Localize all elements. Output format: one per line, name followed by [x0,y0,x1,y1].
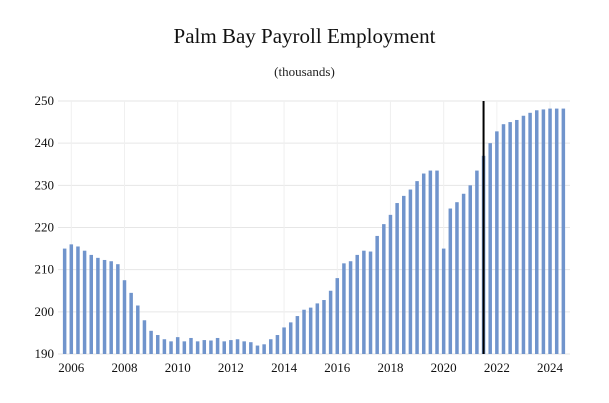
chart-grid [58,100,570,355]
chart-bar [129,292,133,354]
chart-bar [375,235,379,354]
chart-bar [448,208,453,354]
chart-bar [541,109,546,354]
y-tick-label: 190 [35,346,55,361]
chart-bar [282,327,286,354]
chart-bar [122,280,127,354]
chart-bar [96,257,100,354]
chart-bar [215,337,220,354]
chart-bar [415,181,419,354]
y-axis: 190 200 210 220 230 240 250 [35,93,55,361]
chart-bar [315,303,320,354]
chart-bar [335,278,340,354]
chart-bar [535,110,539,354]
chart-bar [195,341,200,354]
chart-bar [435,170,439,354]
chart-bar [388,214,393,354]
chart-bar [202,340,207,354]
chart-bar [428,170,433,354]
chart-bar [348,261,353,354]
chart-bar [515,119,519,354]
chart-bar [382,224,386,354]
chart-bar [62,248,67,354]
chart-bar [561,108,566,354]
chart-bar [488,143,492,354]
y-tick-label: 230 [35,177,55,192]
chart-bar [302,309,306,354]
chart-bar [142,320,147,354]
chart-bar [475,170,479,354]
chart-bar [295,316,300,354]
chart-bar [421,173,426,354]
chart-bar [402,195,406,354]
x-tick-label: 2018 [377,360,403,375]
chart-bar [275,335,280,354]
y-tick-label: 220 [35,220,55,235]
chart-bars [62,108,566,354]
chart-bar [461,193,466,354]
chart-bar [209,340,213,354]
chart-bar [102,259,107,354]
chart-bar [76,246,80,354]
chart-bar [189,337,193,354]
chart-bar [169,341,173,354]
chart-bar [242,341,246,354]
x-tick-label: 2014 [271,360,298,375]
chart-bar [116,264,120,354]
chart-bar [328,290,333,354]
chart-bar [355,254,359,354]
y-tick-label: 250 [35,93,55,108]
chart-bar [368,251,373,354]
chart-bar [235,339,240,354]
chart-bar [249,342,253,354]
chart-bar [308,307,313,354]
chart-bar [554,108,559,354]
chart-bar [455,202,459,354]
chart-bar [395,203,399,354]
chart-bar [262,344,266,354]
chart-bar [322,300,326,354]
x-tick-label: 2024 [537,360,564,375]
chart-bar [229,340,233,354]
chart-bar [269,339,273,354]
chart-bar [548,108,552,354]
chart-subtitle: (thousands) [274,64,335,79]
x-tick-label: 2022 [484,360,510,375]
y-tick-label: 210 [35,262,55,277]
y-tick-label: 200 [35,304,55,319]
chart-bar [362,250,366,354]
chart-bar [149,330,153,354]
chart-bar [255,345,260,354]
chart-bar [109,261,113,354]
chart-bar [182,341,187,354]
x-tick-label: 2006 [58,360,85,375]
chart-bar [222,341,226,354]
x-tick-label: 2008 [111,360,137,375]
chart-bar [521,115,526,354]
chart-bar [155,335,160,354]
chart-bar [441,248,446,354]
x-tick-label: 2010 [165,360,191,375]
chart-bar [136,305,140,354]
chart-bar [408,189,413,354]
chart-bar [175,337,180,354]
chart-bar [69,244,74,354]
chart-bar [468,185,473,354]
chart-bar [495,131,499,354]
x-axis: 2006 2008 2010 2012 2014 2016 2018 2020 2022 2024 [58,360,563,375]
x-tick-label: 2012 [218,360,244,375]
chart-bar [288,322,293,354]
chart-bar [162,339,167,354]
chart-bar [89,254,93,354]
x-tick-label: 2016 [324,360,351,375]
chart-bar [342,263,346,354]
chart-bar [501,124,506,354]
chart-bar [508,122,512,354]
chart-bar [82,250,87,354]
y-tick-label: 240 [35,135,55,150]
chart-bar [528,112,532,354]
chart-title: Palm Bay Payroll Employment [173,24,436,48]
x-tick-label: 2020 [431,360,457,375]
